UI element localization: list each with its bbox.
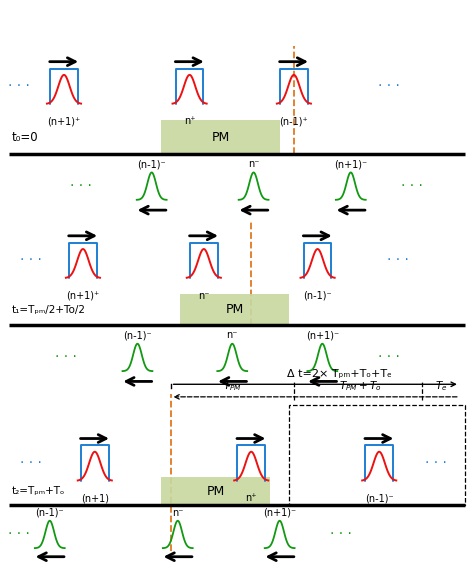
Text: n⁻: n⁻ [172,508,183,518]
Text: · · ·: · · · [425,456,447,470]
Text: (n-1)⁻: (n-1)⁻ [365,493,393,504]
FancyBboxPatch shape [161,120,280,154]
Text: · · ·: · · · [378,79,400,93]
Text: n⁻: n⁻ [227,330,238,340]
FancyBboxPatch shape [161,477,270,505]
Text: · · ·: · · · [8,528,30,541]
Text: (n+1)⁺: (n+1)⁺ [47,116,81,127]
Text: · · ·: · · · [387,254,409,267]
Text: (n-1)⁻: (n-1)⁻ [36,508,64,518]
Text: (n+1)⁻: (n+1)⁻ [306,330,339,340]
Text: · · ·: · · · [20,254,42,267]
Text: · · ·: · · · [70,179,91,193]
Text: (n+1)⁻: (n+1)⁻ [334,159,367,169]
Text: (n-1)⁺: (n-1)⁺ [280,116,308,127]
Text: · · ·: · · · [20,456,42,470]
Text: · · ·: · · · [330,528,352,541]
Text: (n-1)⁻: (n-1)⁻ [123,330,152,340]
Text: · · ·: · · · [8,79,30,93]
Text: $T_e$: $T_e$ [435,380,447,393]
Text: PM: PM [211,131,229,143]
Text: n⁻: n⁻ [198,291,210,301]
Text: Δ t=2× Tₚₘ+Tₒ+Tₑ: Δ t=2× Tₚₘ+Tₒ+Tₑ [287,368,391,379]
Text: (n+1)⁺: (n+1)⁺ [66,291,100,301]
Text: (n+1): (n+1) [81,493,109,504]
Text: $T_{PM}+T_o$: $T_{PM}+T_o$ [339,380,382,393]
Text: t₁=Tₚₘ/2+To/2: t₁=Tₚₘ/2+To/2 [12,305,86,315]
Text: (n+1)⁻: (n+1)⁻ [263,508,296,518]
Text: PM: PM [207,485,225,497]
Text: t₂=Tₚₘ+Tₒ: t₂=Tₚₘ+Tₒ [12,486,65,496]
Text: n⁺: n⁺ [184,116,195,127]
Text: n⁻: n⁻ [248,159,259,169]
Text: · · ·: · · · [401,179,423,193]
FancyBboxPatch shape [180,294,289,325]
Text: n⁺: n⁺ [246,493,257,504]
Text: PM: PM [226,303,244,316]
Text: · · ·: · · · [55,351,77,364]
Text: (n-1)⁻: (n-1)⁻ [303,291,332,301]
Text: t₀=0: t₀=0 [12,131,38,144]
Text: · · ·: · · · [378,351,400,364]
Text: $T_{PM}$: $T_{PM}$ [223,380,242,393]
Text: (n-1)⁻: (n-1)⁻ [137,159,166,169]
